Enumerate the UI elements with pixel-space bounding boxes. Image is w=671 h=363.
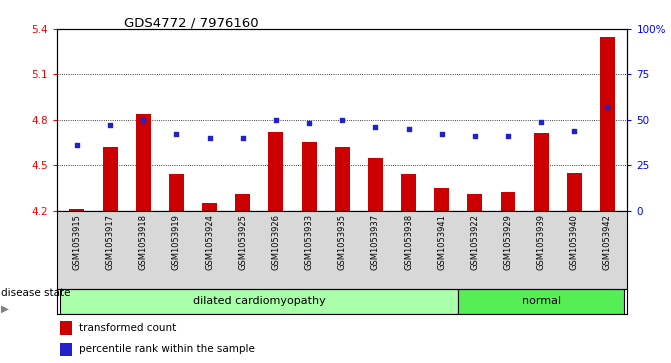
Text: GSM1053926: GSM1053926	[271, 214, 280, 270]
Bar	[136, 114, 151, 211]
Point	[470, 133, 480, 139]
Bar	[60, 343, 72, 356]
Point	[403, 126, 414, 132]
Bar	[60, 289, 458, 314]
Text: disease state: disease state	[1, 288, 70, 298]
Bar	[268, 132, 283, 211]
Text: GSM1053924: GSM1053924	[205, 214, 214, 270]
Point	[503, 133, 513, 139]
Text: GSM1053915: GSM1053915	[72, 214, 81, 270]
Bar	[169, 174, 184, 211]
Text: GSM1053938: GSM1053938	[404, 214, 413, 270]
Point	[370, 124, 380, 130]
Text: GSM1053919: GSM1053919	[172, 214, 181, 270]
Text: GSM1053918: GSM1053918	[139, 214, 148, 270]
Point	[569, 128, 580, 134]
Bar	[533, 133, 549, 211]
Text: dilated cardiomyopathy: dilated cardiomyopathy	[193, 296, 325, 306]
Bar	[501, 192, 515, 211]
Bar	[103, 147, 117, 211]
Text: GSM1053925: GSM1053925	[238, 214, 247, 270]
Bar	[70, 209, 85, 211]
Text: GSM1053939: GSM1053939	[537, 214, 546, 270]
Bar	[335, 147, 350, 211]
Bar	[202, 203, 217, 211]
Text: GSM1053935: GSM1053935	[338, 214, 347, 270]
Text: GSM1053937: GSM1053937	[371, 214, 380, 270]
Point	[337, 117, 348, 123]
Text: GSM1053941: GSM1053941	[437, 214, 446, 270]
Text: transformed count: transformed count	[79, 323, 176, 333]
Point	[204, 135, 215, 141]
Bar	[368, 158, 383, 211]
Text: GSM1053942: GSM1053942	[603, 214, 612, 270]
Text: GSM1053929: GSM1053929	[503, 214, 513, 270]
Point	[602, 104, 613, 110]
Bar	[434, 188, 449, 211]
Bar	[401, 174, 416, 211]
Bar	[458, 289, 624, 314]
Point	[105, 122, 115, 128]
Bar	[60, 322, 72, 335]
Bar	[567, 173, 582, 211]
Bar	[600, 37, 615, 211]
Text: GSM1053933: GSM1053933	[305, 214, 313, 270]
Point	[304, 121, 315, 126]
Text: GSM1053940: GSM1053940	[570, 214, 579, 270]
Point	[238, 135, 248, 141]
Point	[171, 131, 182, 137]
Point	[436, 131, 447, 137]
Text: normal: normal	[521, 296, 561, 306]
Bar	[236, 194, 250, 211]
Text: GSM1053917: GSM1053917	[105, 214, 115, 270]
Text: ▶: ▶	[1, 304, 9, 314]
Text: percentile rank within the sample: percentile rank within the sample	[79, 344, 254, 354]
Bar	[468, 194, 482, 211]
Bar	[301, 142, 317, 211]
Text: GSM1053922: GSM1053922	[470, 214, 479, 270]
Point	[138, 117, 148, 123]
Point	[536, 119, 547, 125]
Text: GDS4772 / 7976160: GDS4772 / 7976160	[124, 16, 259, 29]
Point	[270, 117, 281, 123]
Point	[72, 142, 83, 148]
